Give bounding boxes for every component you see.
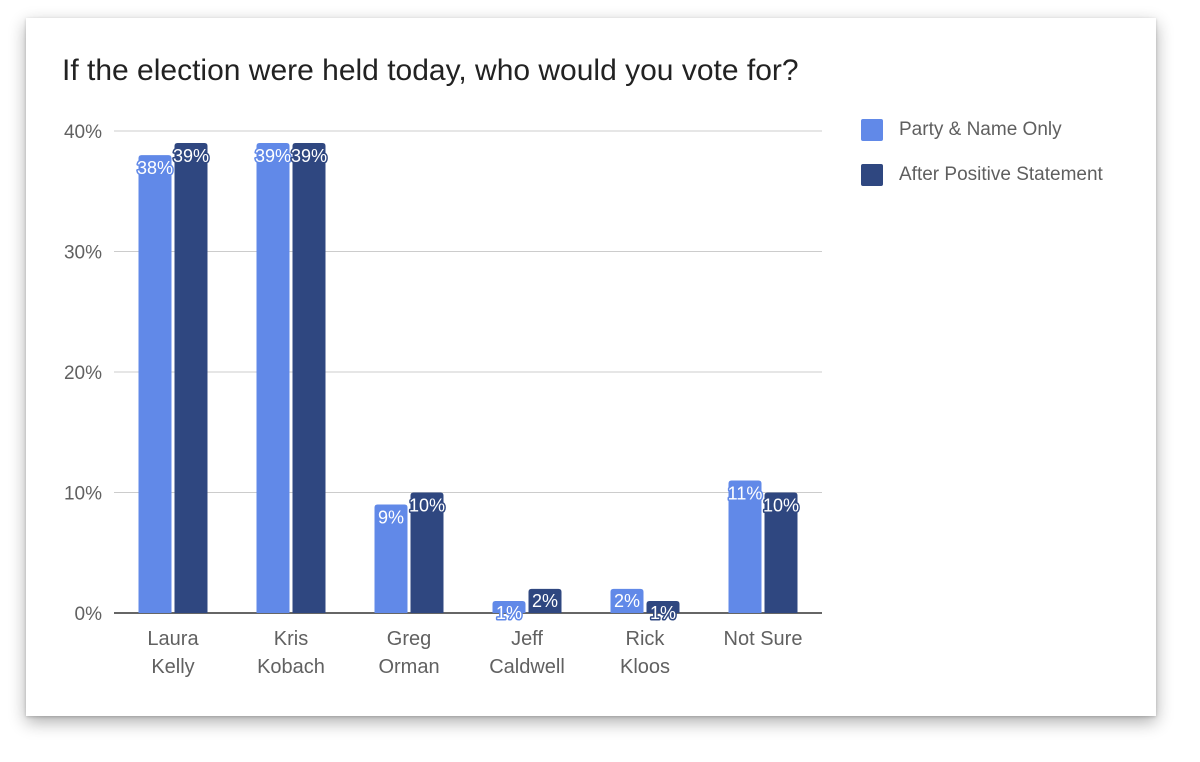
legend-item-after-positive-statement: After Positive Statement — [861, 163, 1103, 187]
bar — [492, 600, 526, 613]
legend-label-after-positive-statement: After Positive Statement — [899, 164, 1103, 185]
legend-item-party-name-only: Party & Name Only — [861, 118, 1103, 142]
legend-label-party-name-only: Party & Name Only — [899, 119, 1062, 140]
x-category-label: Jeff — [511, 628, 543, 650]
y-tick-label: 30% — [64, 243, 102, 264]
x-category-label: Greg — [387, 628, 431, 650]
x-category-label: Kloos — [620, 656, 670, 678]
bar — [728, 480, 762, 613]
data-label: 1% — [496, 603, 522, 623]
bar — [610, 588, 644, 613]
bar — [764, 492, 798, 613]
bar — [174, 143, 208, 614]
bar — [292, 143, 326, 614]
y-tick-label: 40% — [64, 122, 102, 143]
data-label: 10% — [763, 496, 799, 516]
data-label: 11% — [728, 483, 763, 503]
x-category-label: Orman — [378, 656, 439, 678]
y-tick-label: 20% — [64, 363, 102, 384]
data-label: 1% — [650, 603, 676, 623]
legend-swatch-party-name-only — [861, 119, 883, 141]
x-category-label: Not Sure — [724, 628, 803, 650]
x-category-label: Kelly — [151, 656, 194, 678]
data-label: 39% — [173, 146, 209, 166]
y-tick-label: 0% — [75, 604, 103, 625]
data-label: 10% — [409, 496, 445, 516]
bar — [410, 492, 444, 613]
data-label: 39% — [255, 146, 291, 166]
data-label: 39% — [291, 146, 327, 166]
bar — [256, 143, 290, 614]
legend-swatch-after-positive-statement — [861, 164, 883, 186]
x-category-label: Kris — [274, 628, 308, 650]
data-label: 2% — [532, 591, 558, 611]
bar — [646, 600, 680, 613]
data-label: 2% — [614, 591, 640, 611]
bar — [138, 155, 172, 613]
data-label: 38% — [137, 158, 173, 178]
x-category-label: Laura — [147, 628, 199, 650]
chart-card: 0% 10% 20% 30% 40% 38% 39% Laura Kelly 39% 39% Kris… — [26, 18, 1156, 716]
legend: Party & Name Only After Positive Stateme… — [861, 118, 1103, 208]
x-category-label: Caldwell — [489, 656, 565, 678]
y-tick-label: 10% — [64, 484, 102, 505]
bar — [528, 588, 562, 613]
bar — [374, 504, 408, 613]
x-category-label: Kobach — [257, 656, 325, 678]
chart-title: If the election were held today, who wou… — [62, 54, 799, 87]
x-category-label: Rick — [626, 628, 666, 650]
data-label: 9% — [378, 508, 404, 528]
